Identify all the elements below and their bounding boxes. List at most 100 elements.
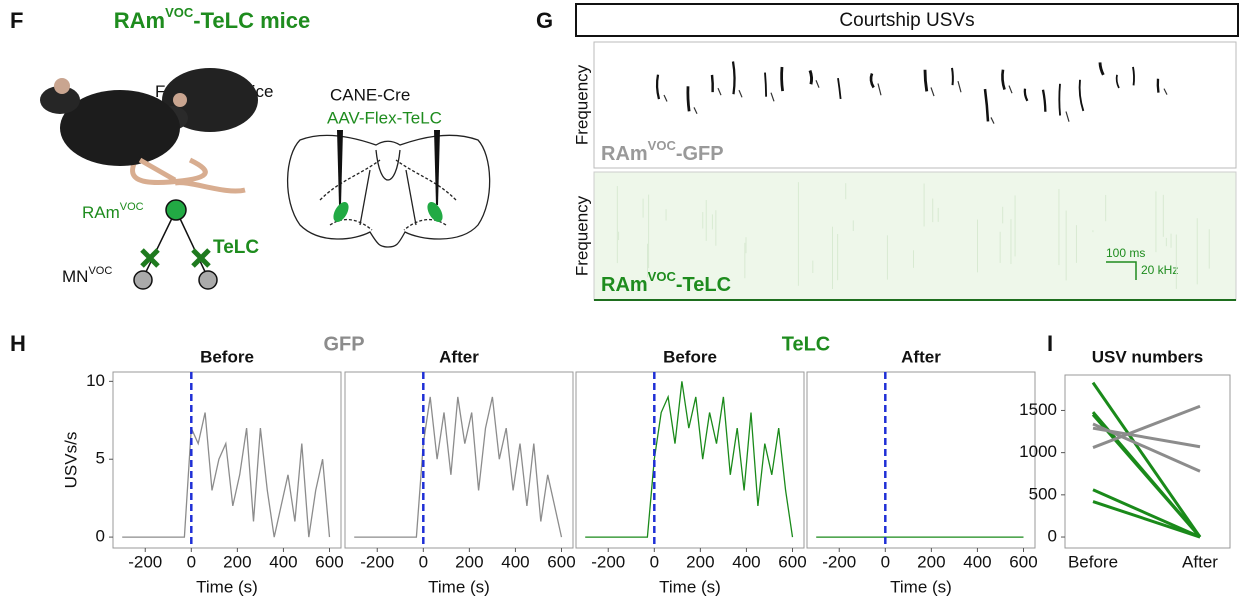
condition-label: RAmVOC-TeLC — [601, 269, 731, 296]
x-axis-label: Time (s) — [196, 577, 258, 596]
usv-syllable — [1041, 89, 1047, 112]
header-title: Courtship USVs — [839, 10, 974, 31]
scale-bar — [1106, 261, 1137, 280]
usv-syllable — [869, 73, 875, 89]
injection-label: AAV-Flex-TeLC — [327, 108, 442, 127]
node-sup: VOC — [120, 201, 144, 213]
usv-syllable — [930, 87, 935, 97]
usv-syllable — [808, 69, 814, 85]
brain-slice — [286, 134, 491, 248]
y-tick-label: 10 — [86, 371, 105, 390]
usv-syllable — [780, 66, 784, 92]
plot-frame — [575, 371, 805, 549]
panel-label: G — [536, 8, 553, 33]
name-main: RAm — [601, 143, 648, 165]
injection-site — [333, 202, 349, 222]
usv-syllable — [1163, 88, 1168, 95]
slope-line — [1092, 488, 1201, 539]
x-tick-label: 400 — [501, 552, 529, 571]
x-tick-label: 600 — [315, 552, 343, 571]
slope-line — [1092, 404, 1201, 449]
usv-syllable — [686, 86, 691, 112]
x-tick-label: 200 — [223, 552, 251, 571]
slope-line — [1092, 426, 1201, 449]
y-axis-label: Frequency — [572, 195, 591, 276]
usv-syllable — [923, 69, 929, 92]
slope-line — [1091, 381, 1202, 538]
panel-label: H — [10, 331, 26, 356]
x-tick-label: 0 — [419, 552, 428, 571]
injection-site — [427, 202, 443, 222]
y-axis-label: USVs/s — [61, 432, 80, 489]
x-tick-label: 200 — [686, 552, 714, 571]
usv-syllable — [1065, 111, 1070, 122]
usv-syllable — [731, 61, 736, 95]
y-tick-label: 0 — [96, 527, 105, 546]
node-main: MN — [62, 267, 88, 286]
usv-syllable — [1156, 78, 1160, 93]
plot-title: Before — [200, 347, 254, 366]
y-tick-label: 1500 — [1019, 400, 1057, 419]
x-tick-label: 0 — [650, 552, 659, 571]
spectrogram — [593, 41, 1237, 169]
usv-syllable — [1001, 69, 1006, 90]
usv-syllable — [1078, 79, 1085, 112]
x-axis-label: Time (s) — [659, 577, 721, 596]
usv-syllable — [693, 107, 698, 115]
scale-label: 100 ms — [1106, 246, 1145, 260]
header-box — [575, 3, 1239, 37]
x-tick-label: After — [1182, 552, 1218, 571]
usv-syllable — [655, 74, 661, 100]
x-tick-label: -200 — [591, 552, 625, 571]
plot-title: USV numbers — [1092, 347, 1203, 366]
panel-label: F — [10, 8, 23, 33]
usv-syllable — [1098, 62, 1105, 76]
x-tick-label: 600 — [778, 552, 806, 571]
usv-syllable — [738, 89, 743, 98]
x-tick-label: 600 — [1009, 552, 1037, 571]
usv-syllable — [1115, 74, 1120, 89]
usv-syllable — [957, 80, 962, 93]
plot-frame — [344, 371, 574, 549]
panel-label: I — [1047, 331, 1053, 356]
name-sup: VOC — [648, 269, 677, 284]
injection-needle — [337, 130, 343, 205]
usv-syllable — [663, 94, 668, 102]
usv-syllable — [877, 83, 882, 96]
group-label: GFP — [323, 333, 364, 355]
panel-title: RAmVOC-TeLC mice — [114, 5, 310, 32]
plot-title: After — [439, 347, 479, 366]
usv-syllable — [951, 67, 954, 86]
plot-title: Before — [663, 347, 717, 366]
title-part: -TeLC mice — [193, 8, 310, 33]
title-sup: VOC — [165, 5, 194, 20]
usv-syllable — [710, 74, 714, 93]
x-tick-label: 0 — [187, 552, 196, 571]
usv-syllable — [1008, 85, 1013, 94]
slope-line — [1092, 500, 1201, 539]
y-tick-label: 0 — [1048, 527, 1057, 546]
title-part: RAm — [114, 8, 165, 33]
usv-syllable — [815, 80, 820, 88]
node-label: MNVOC — [62, 265, 112, 287]
slope-line — [1091, 413, 1202, 539]
plot-frame — [806, 371, 1036, 549]
trace — [122, 412, 331, 538]
usv-syllable — [717, 87, 722, 96]
x-tick-label: 200 — [917, 552, 945, 571]
usv-syllable — [837, 77, 842, 100]
condition-label: RAmVOC-GFP — [601, 138, 724, 165]
x-tick-label: -200 — [822, 552, 856, 571]
x-tick-label: 400 — [963, 552, 991, 571]
name-rest: -TeLC — [676, 274, 731, 296]
y-axis-label: Frequency — [572, 64, 591, 145]
x-tick-label: -200 — [128, 552, 162, 571]
usv-syllable — [764, 72, 768, 97]
x-tick-label: 400 — [732, 552, 760, 571]
block-label: TeLC — [213, 237, 259, 258]
name-main: RAm — [601, 274, 648, 296]
usv-syllable — [983, 88, 990, 122]
mice-illustration — [40, 68, 258, 194]
plot-title: After — [901, 347, 941, 366]
usv-syllable — [1058, 83, 1062, 116]
